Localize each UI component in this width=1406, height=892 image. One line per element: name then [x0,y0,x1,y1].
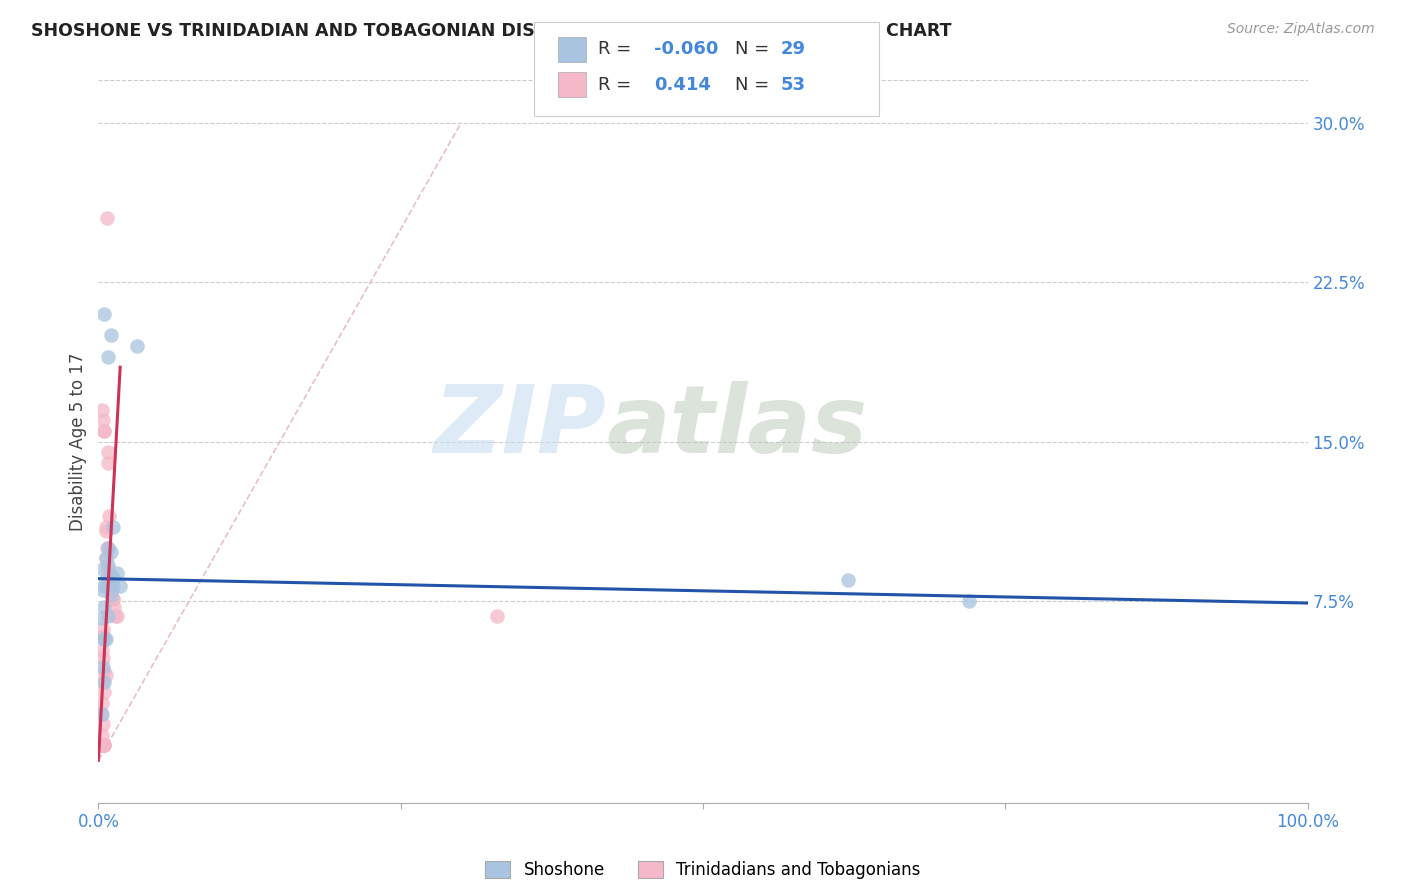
Point [97,350,120,364]
Point [91,583,114,598]
Point [91,642,114,657]
Point [93,630,115,644]
Point [96,579,118,593]
Point [97,541,120,555]
Point [94,668,117,682]
Point [101,570,124,584]
Point [100,568,122,582]
Point [94,551,117,566]
Point [91,739,114,753]
Point [91,739,114,753]
Point [105,566,128,581]
Point [100,573,122,587]
Point [97,608,120,623]
Point [108,579,131,593]
Point [100,328,122,343]
Point [91,739,114,753]
Point [93,739,115,753]
Point [91,674,114,689]
Text: N =: N = [735,76,775,94]
Point [91,728,114,742]
Point [101,579,124,593]
Text: 53: 53 [780,76,806,94]
Point [91,413,114,427]
Point [97,562,120,576]
Point [104,608,127,623]
Point [93,424,115,438]
Point [101,591,124,606]
Point [837,573,859,587]
Point [93,739,115,753]
Point [91,706,114,721]
Point [101,519,124,533]
Text: Source: ZipAtlas.com: Source: ZipAtlas.com [1227,22,1375,37]
Point [100,573,122,587]
Point [101,591,124,606]
Text: SHOSHONE VS TRINIDADIAN AND TOBAGONIAN DISABILITY AGE 5 TO 17 CORRELATION CHART: SHOSHONE VS TRINIDADIAN AND TOBAGONIAN D… [31,22,952,40]
Point [91,651,114,665]
Point [98,508,121,523]
Point [100,583,122,598]
Point [100,588,122,602]
Point [91,739,114,753]
Text: -0.060: -0.060 [654,40,718,58]
Point [93,739,115,753]
Point [90,706,112,721]
Point [94,551,117,566]
Point [91,402,114,417]
Point [97,541,120,555]
Point [93,307,115,321]
Point [91,739,114,753]
Point [96,211,118,226]
Point [91,739,114,753]
Point [93,685,115,699]
Point [91,622,114,636]
Text: R =: R = [598,40,637,58]
Text: 0.414: 0.414 [654,76,710,94]
Point [93,632,115,647]
Point [93,424,115,438]
Point [94,573,117,587]
Point [91,739,114,753]
Point [103,600,125,615]
Point [93,632,115,647]
Point [91,562,114,576]
Legend: Shoshone, Trinidadians and Tobagonians: Shoshone, Trinidadians and Tobagonians [478,855,928,886]
Y-axis label: Disability Age 5 to 17: Disability Age 5 to 17 [69,352,87,531]
Point [91,739,114,753]
Point [93,579,115,593]
Point [100,583,122,598]
Point [91,739,114,753]
Text: N =: N = [735,40,775,58]
Point [105,608,128,623]
Point [93,664,115,678]
Point [91,611,114,625]
Point [486,608,509,623]
Point [91,696,114,710]
Point [91,717,114,731]
Point [91,630,114,644]
Point [94,519,117,533]
Point [94,632,117,647]
Point [91,660,114,674]
Text: R =: R = [598,76,643,94]
Point [91,739,114,753]
Text: ZIP: ZIP [433,381,606,473]
Point [93,600,115,615]
Point [97,445,120,459]
Point [96,541,118,555]
Point [94,524,117,538]
Point [957,594,980,608]
Point [93,674,115,689]
Point [97,558,120,572]
Text: 29: 29 [780,40,806,58]
Point [100,545,122,559]
Text: atlas: atlas [606,381,868,473]
Point [127,339,149,353]
Point [91,739,114,753]
Point [97,456,120,470]
